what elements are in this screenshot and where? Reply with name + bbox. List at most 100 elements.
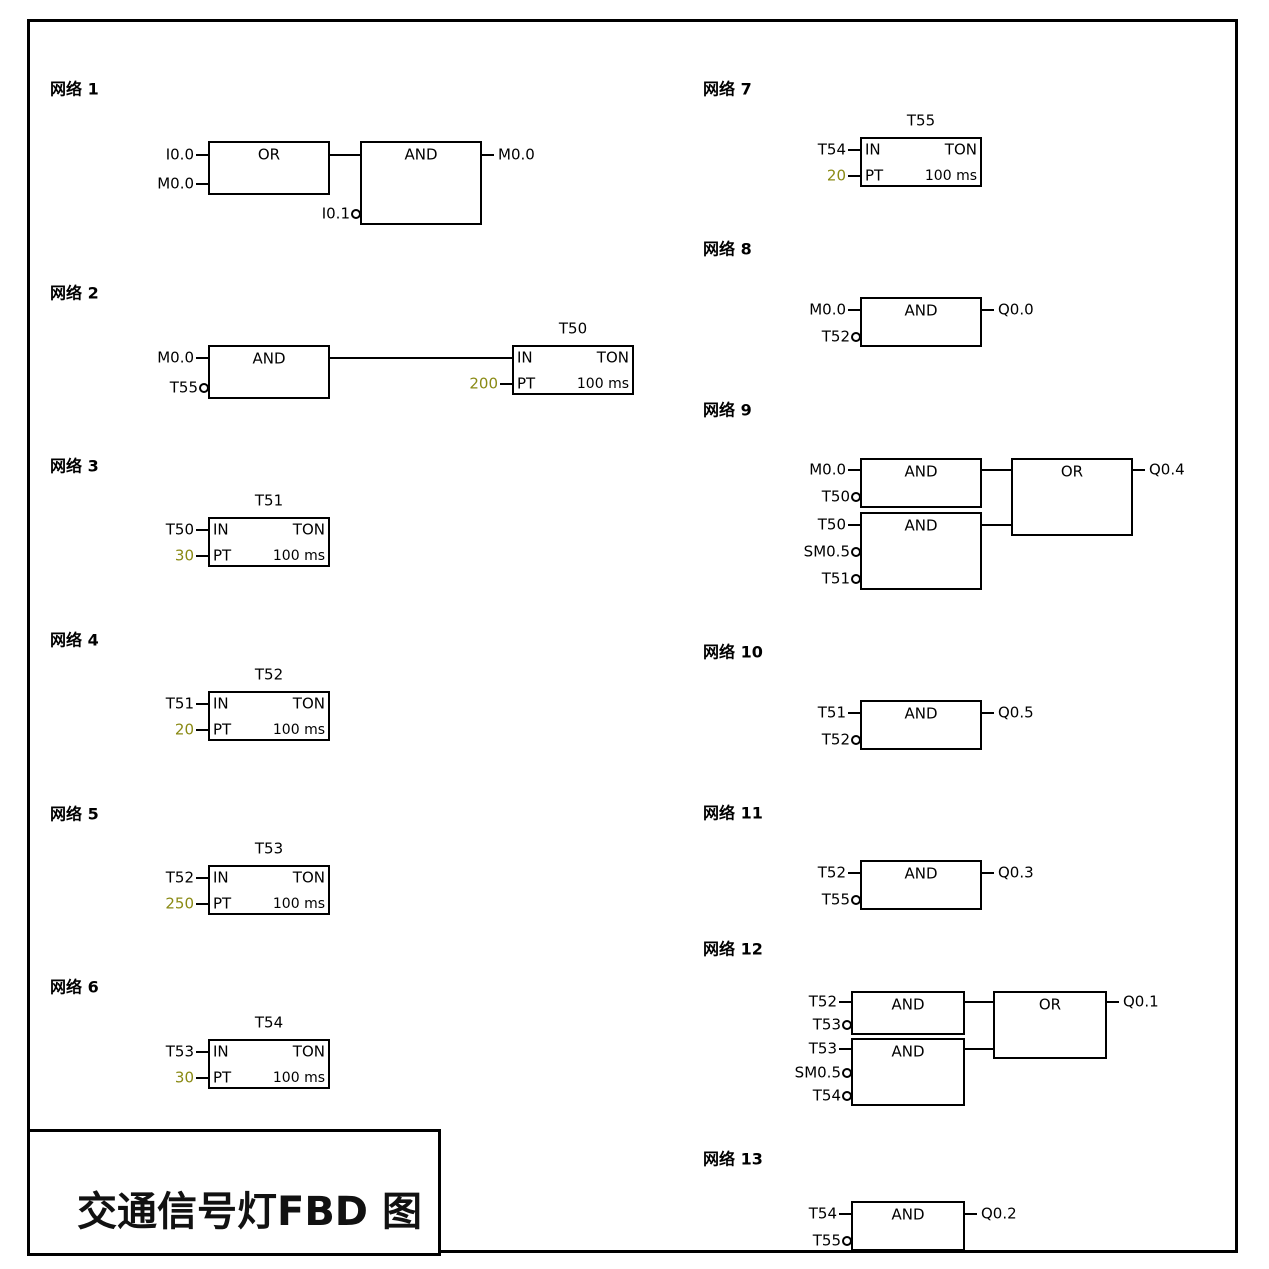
timer-type-label: TON <box>292 521 325 539</box>
and-block <box>851 991 965 1035</box>
network-6: 网络 6 T54 IN TON PT 100 ms T53 30 <box>50 978 330 1089</box>
ton-timer-block <box>208 517 330 567</box>
pin-label: IN <box>213 869 229 887</box>
timer-type-label: TON <box>596 349 629 367</box>
network-7: 网络 7 T55 IN TON PT 100 ms T54 20 <box>703 80 982 187</box>
and-block <box>360 141 482 225</box>
and-block <box>860 860 982 910</box>
timer-name: T51 <box>254 492 283 510</box>
network-title: 网络 8 <box>703 240 752 259</box>
timer-type-label: TON <box>292 1043 325 1061</box>
output-label: Q0.4 <box>1149 461 1185 479</box>
input-label: T55 <box>812 1232 841 1250</box>
diagram-frame <box>27 19 1238 1253</box>
negation-circle <box>851 492 861 502</box>
negation-circle <box>842 1091 852 1101</box>
pin-label: PT <box>213 721 232 739</box>
network-5: 网络 5 T53 IN TON PT 100 ms T52 250 <box>50 805 330 915</box>
network-title: 网络 4 <box>50 631 99 650</box>
timer-name: T52 <box>254 666 283 684</box>
output-label: M0.0 <box>498 146 535 164</box>
timer-type-label: TON <box>292 695 325 713</box>
input-label: T53 <box>165 1043 194 1061</box>
network-2: 网络 2 AND M0.0 T55 T50 IN TON PT 100 ms 200 <box>50 284 634 399</box>
and-block <box>851 1201 965 1251</box>
input-label: T52 <box>821 731 850 749</box>
output-label: Q0.3 <box>998 864 1034 882</box>
block-type-label: AND <box>904 302 937 320</box>
and-block <box>860 297 982 347</box>
negation-circle <box>851 547 861 557</box>
input-label: M0.0 <box>809 461 846 479</box>
block-type-label: AND <box>891 1206 924 1224</box>
and-block <box>208 345 330 399</box>
pin-label: IN <box>865 141 881 159</box>
network-title: 网络 6 <box>50 978 99 997</box>
network-1: 网络 1 OR I0.0 M0.0 AND I0.1 M0.0 <box>50 80 535 225</box>
ton-timer-block <box>208 1039 330 1089</box>
input-label: T51 <box>817 704 846 722</box>
negation-circle <box>351 209 361 219</box>
and-block <box>860 700 982 750</box>
input-label: SM0.5 <box>804 543 850 561</box>
input-label: M0.0 <box>157 175 194 193</box>
negation-circle <box>851 895 861 905</box>
preset-constant: 30 <box>175 1069 194 1087</box>
block-type-label: AND <box>252 350 285 368</box>
network-title: 网络 7 <box>703 80 752 99</box>
or-block <box>993 991 1107 1059</box>
network-4: 网络 4 T52 IN TON PT 100 ms T51 20 <box>50 631 330 741</box>
network-title: 网络 1 <box>50 80 99 99</box>
input-label: T51 <box>821 570 850 588</box>
input-label: T51 <box>165 695 194 713</box>
timer-name: T53 <box>254 840 283 858</box>
pin-label: PT <box>213 547 232 565</box>
network-title: 网络 2 <box>50 284 99 303</box>
negation-circle <box>842 1068 852 1078</box>
network-title: 网络 9 <box>703 401 752 420</box>
time-base-label: 100 ms <box>577 376 629 392</box>
ton-timer-block <box>208 865 330 915</box>
ton-timer-block <box>512 345 634 395</box>
block-type-label: AND <box>891 996 924 1014</box>
input-label: T55 <box>821 891 850 909</box>
time-base-label: 100 ms <box>273 548 325 564</box>
input-label: T52 <box>817 864 846 882</box>
block-type-label: AND <box>891 1043 924 1061</box>
timer-name: T55 <box>906 112 935 130</box>
input-label: T54 <box>808 1205 837 1223</box>
ton-timer-block <box>860 137 982 187</box>
input-label: T55 <box>169 379 198 397</box>
time-base-label: 100 ms <box>273 896 325 912</box>
caption-box: 交通信号灯FBD 图 <box>27 1129 441 1256</box>
network-3: 网络 3 T51 IN TON PT 100 ms T50 30 <box>50 457 330 567</box>
pin-label: IN <box>213 521 229 539</box>
negation-circle <box>842 1020 852 1030</box>
block-type-label: OR <box>258 146 280 164</box>
input-label: I0.1 <box>322 205 350 223</box>
timer-type-label: TON <box>944 141 977 159</box>
block-type-label: AND <box>904 463 937 481</box>
input-label: T52 <box>165 869 194 887</box>
input-label: T52 <box>821 328 850 346</box>
negation-circle <box>851 332 861 342</box>
output-label: Q0.1 <box>1123 993 1159 1011</box>
network-title: 网络 11 <box>703 804 763 823</box>
timer-type-label: TON <box>292 869 325 887</box>
negation-circle <box>851 735 861 745</box>
diagram-caption: 交通信号灯FBD 图 <box>77 1189 422 1235</box>
pin-label: PT <box>213 895 232 913</box>
input-label: T54 <box>817 141 846 159</box>
negation-circle <box>842 1236 852 1246</box>
input-label: T50 <box>817 516 846 534</box>
pin-label: PT <box>213 1069 232 1087</box>
network-title: 网络 10 <box>703 643 763 662</box>
or-block <box>1011 458 1133 536</box>
block-type-label: AND <box>904 705 937 723</box>
preset-constant: 20 <box>175 721 194 739</box>
network-8: 网络 8 AND M0.0 T52 Q0.0 <box>703 240 1034 347</box>
and-block <box>851 1038 965 1106</box>
output-label: Q0.5 <box>998 704 1034 722</box>
block-type-label: AND <box>904 865 937 883</box>
input-label: T53 <box>808 1040 837 1058</box>
